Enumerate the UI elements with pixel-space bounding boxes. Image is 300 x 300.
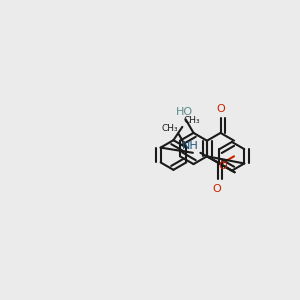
Text: CH₃: CH₃ [161,124,178,133]
Text: O: O [218,161,227,171]
Text: O: O [213,184,221,194]
Text: HO: HO [176,107,193,117]
Text: CH₃: CH₃ [183,116,200,125]
Text: NH: NH [182,141,199,151]
Text: O: O [216,104,225,115]
